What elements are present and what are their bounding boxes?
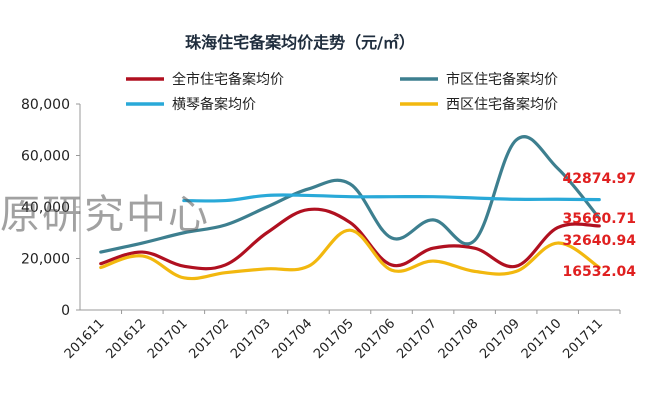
x-tick-label: 201704 — [270, 316, 316, 362]
end-value-label: 16532.04 — [562, 264, 636, 280]
end-value-label: 32640.94 — [562, 233, 636, 249]
chart-title: 珠海住宅备案均价走势（元/㎡） — [185, 33, 415, 52]
x-tick-label: 201710 — [519, 316, 565, 362]
end-labels: 42874.97 35660.71 32640.94 16532.04 — [562, 171, 636, 280]
x-tick-label: 201611 — [62, 316, 108, 362]
legend-label: 横琴备案均价 — [172, 96, 256, 113]
end-value-label: 42874.97 — [562, 171, 636, 187]
y-tick-label: 80,000 — [21, 97, 70, 113]
legend-label: 西区住宅备案均价 — [446, 96, 558, 113]
series-line-2 — [182, 193, 601, 203]
y-tick-label: 20,000 — [21, 252, 70, 268]
y-tick-label: 40,000 — [21, 200, 70, 216]
x-tick-label: 201708 — [436, 316, 482, 362]
x-tick-label: 201612 — [103, 316, 149, 362]
y-tick-label: 0 — [61, 303, 70, 319]
x-tick-label: 201703 — [228, 316, 274, 362]
y-tick-label: 60,000 — [21, 149, 70, 165]
x-tick-label: 201709 — [477, 316, 523, 362]
x-tick-label: 201706 — [353, 316, 399, 362]
x-tick-label: 201702 — [187, 316, 233, 362]
legend-label: 全市住宅备案均价 — [172, 71, 284, 88]
x-tick-label: 201705 — [311, 316, 357, 362]
end-value-label: 35660.71 — [562, 211, 636, 227]
x-tick-label: 201701 — [145, 316, 191, 362]
watermark: 原研究中心 — [0, 192, 210, 238]
legend-label: 市区住宅备案均价 — [446, 71, 558, 88]
x-tick-label: 201707 — [394, 316, 440, 362]
series-group — [99, 135, 601, 281]
x-tick-label: 201711 — [560, 316, 606, 362]
